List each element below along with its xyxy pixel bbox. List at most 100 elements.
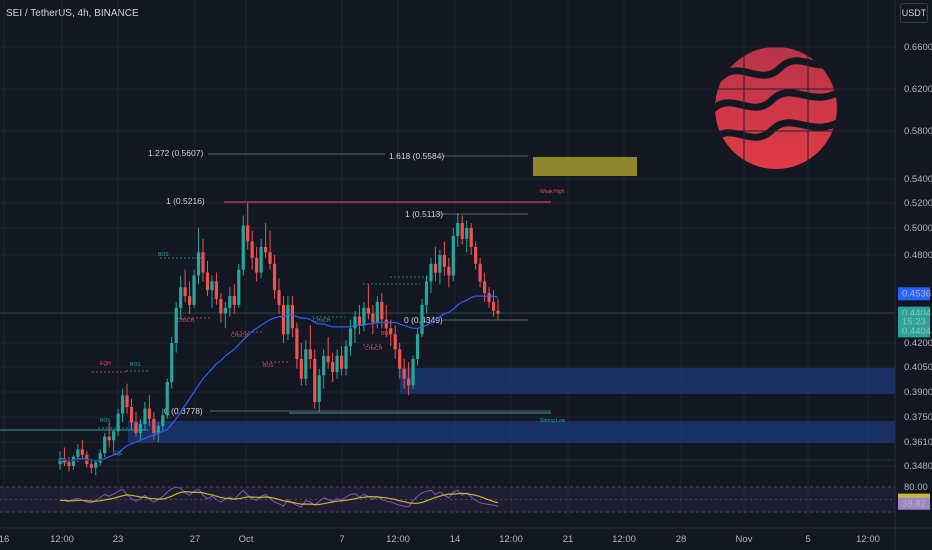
- candle-body: [219, 299, 223, 314]
- candle-body: [456, 223, 460, 237]
- demand-zone-upper: [400, 368, 895, 394]
- candle-body: [478, 263, 482, 282]
- x-tick-label: 12:00: [612, 534, 636, 545]
- sei-logo-icon: [715, 47, 837, 169]
- candle-body: [170, 343, 174, 382]
- price-axis[interactable]: 0.6600 0.6200 0.5800 0.5400 0.5200 0.5000 0.48…: [894, 0, 932, 550]
- x-tick-label: 27: [190, 534, 201, 545]
- candle-body: [214, 281, 219, 299]
- candle-body: [442, 255, 446, 267]
- rsi-upper-label: 80.00: [904, 482, 928, 493]
- y-tick-label: 0.3750: [904, 412, 932, 423]
- candle-body: [451, 236, 455, 276]
- structure-label: BOS: [263, 363, 274, 369]
- candle-body: [98, 453, 102, 463]
- currency-button[interactable]: USDT: [900, 3, 928, 23]
- candle-body: [255, 257, 259, 273]
- candle-body: [331, 362, 335, 372]
- structure-label: BOS: [158, 252, 169, 258]
- x-tick-label: 7: [339, 534, 344, 545]
- rsi-line: [59, 486, 499, 508]
- y-tick-label: 0.6200: [904, 84, 932, 95]
- x-tick-label: 23: [113, 534, 124, 545]
- candle-body: [380, 301, 384, 320]
- candle-body: [344, 346, 348, 369]
- candle-body: [474, 246, 478, 264]
- candle-body: [357, 316, 362, 326]
- structure-label: Weak High: [540, 189, 565, 195]
- x-tick-label: 12:00: [856, 534, 880, 545]
- y-tick-label: 0.5400: [904, 174, 932, 185]
- candle-body: [152, 418, 156, 434]
- candle-body: [120, 395, 125, 414]
- candle-body: [259, 246, 263, 273]
- candle-body: [286, 304, 290, 335]
- candle-body: [174, 307, 178, 343]
- x-tick-label: 21: [563, 534, 574, 545]
- structure-label: Strong Low: [540, 418, 566, 424]
- candle-body: [237, 269, 241, 305]
- candle-body: [389, 328, 393, 335]
- candle-body: [308, 349, 312, 359]
- candle-body: [188, 296, 192, 305]
- candle-body: [433, 263, 438, 273]
- price-badge: [898, 287, 930, 301]
- candle-body: [125, 395, 129, 407]
- rsi-ma-line: [60, 490, 499, 506]
- candle-body: [281, 304, 286, 335]
- candle-body: [223, 307, 227, 314]
- candle-body: [196, 252, 201, 276]
- candle-body: [228, 296, 232, 308]
- candle-body: [366, 307, 370, 314]
- candle-body: [201, 252, 205, 273]
- candle-body: [272, 263, 277, 291]
- candle-body: [438, 255, 442, 273]
- x-tick-label: 16: [0, 534, 9, 545]
- price-badge-label: 0.4536: [902, 289, 931, 300]
- candle-body: [107, 436, 111, 441]
- demand-zone-lower: [128, 421, 895, 443]
- candles-layer: [58, 203, 500, 476]
- fib-label: 1.272 (0.5607): [148, 148, 203, 158]
- candle-body: [268, 252, 272, 264]
- candle-body: [89, 464, 93, 468]
- candle-body: [129, 407, 134, 423]
- candle-body: [80, 449, 84, 455]
- candle-body: [116, 413, 120, 432]
- x-tick-label: Oct: [239, 534, 254, 545]
- target-zone-yellow: [533, 157, 637, 176]
- candle-body: [326, 355, 330, 363]
- y-tick-label: 0.4050: [904, 362, 932, 373]
- candle-body: [147, 408, 151, 419]
- chart-title: SEI / TetherUS, 4h, BINANCE: [6, 8, 139, 19]
- y-tick-label: 0.5200: [904, 198, 932, 209]
- candle-body: [447, 266, 451, 276]
- candle-body: [134, 422, 138, 434]
- candle-body: [348, 328, 353, 347]
- y-tick-label: 0.4200: [904, 338, 932, 349]
- candle-body: [143, 408, 147, 425]
- candle-body: [295, 328, 299, 359]
- time-axis[interactable]: 16 12:00 23 27 Oct 7 12:00 14 12:00 21 12:00 28 Nov 5…: [0, 527, 932, 545]
- candle-body: [460, 223, 464, 239]
- x-tick-label: 12:00: [50, 534, 74, 545]
- candle-body: [465, 228, 469, 239]
- candle-body: [407, 378, 411, 386]
- x-tick-label: 28: [676, 534, 687, 545]
- x-tick-label: 12:00: [386, 534, 410, 545]
- y-tick-label: 0.4800: [904, 250, 932, 261]
- x-tick-label: Nov: [736, 534, 753, 545]
- candle-body: [353, 316, 357, 329]
- candle-body: [384, 319, 388, 329]
- candle-body: [94, 462, 98, 468]
- structure-label: CHoCH: [365, 346, 383, 352]
- price-badge-label: 0.4404: [902, 326, 931, 337]
- rsi-pane[interactable]: 80.0049.7239.82: [0, 459, 930, 513]
- x-tick-label: 14: [450, 534, 461, 545]
- candle-body: [112, 431, 116, 441]
- price-badge-label: 15:23: [902, 316, 926, 327]
- fib-label: 1 (0.5216): [166, 196, 205, 206]
- y-tick-label: 0.3610: [904, 437, 932, 448]
- y-tick-label: 0.5000: [904, 223, 932, 234]
